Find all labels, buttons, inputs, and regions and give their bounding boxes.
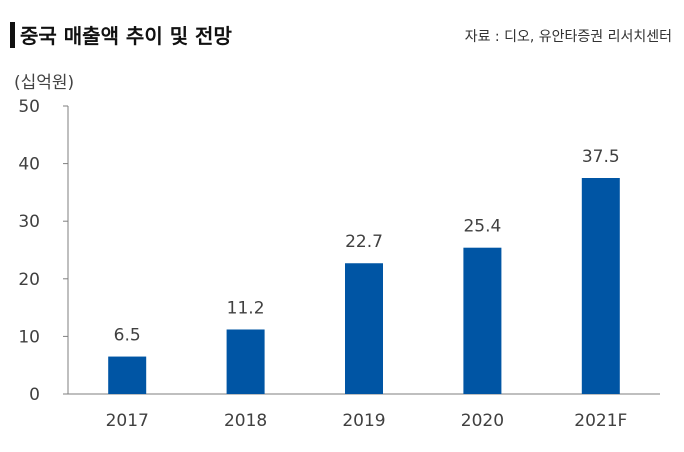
x-tick-label-2021f: 2021F	[574, 411, 627, 431]
y-tick-label: 0	[29, 385, 40, 405]
bar-2019	[345, 263, 383, 394]
source-note: 자료 : 디오, 유안타증권 리서치센터	[464, 29, 672, 45]
data-label-2020: 25.4	[463, 217, 501, 237]
data-label-2019: 22.7	[345, 232, 383, 252]
y-tick-label: 30	[18, 212, 40, 232]
y-tick-label: 50	[18, 97, 40, 117]
chart-bars	[108, 178, 620, 394]
y-tick-label: 10	[18, 327, 40, 347]
chart-axes: 0 10 20 30 40 50	[18, 97, 660, 405]
bar-2020	[463, 247, 502, 394]
chart-labels: 6.5 2017 11.2 2018 22.7 2019 25.4 2020 37.5 2021F	[106, 147, 628, 431]
data-label-2017: 6.5	[114, 326, 141, 346]
chart-title: 중국 매출액 추이 및 전망	[20, 24, 232, 48]
bar-2017	[108, 356, 147, 394]
y-tick-label: 20	[18, 270, 40, 290]
x-tick-label-2018: 2018	[224, 411, 267, 431]
bar-2021f	[581, 178, 620, 394]
title-marker	[10, 22, 15, 48]
y-tick-label: 40	[18, 155, 40, 175]
bar-2018	[226, 329, 265, 394]
x-tick-label-2019: 2019	[342, 411, 385, 431]
data-label-2021f: 37.5	[582, 147, 620, 167]
data-label-2018: 11.2	[227, 298, 265, 318]
x-tick-label-2017: 2017	[106, 411, 149, 431]
x-tick-label-2020: 2020	[461, 411, 504, 431]
y-axis-unit-label: (십억원)	[14, 73, 75, 93]
